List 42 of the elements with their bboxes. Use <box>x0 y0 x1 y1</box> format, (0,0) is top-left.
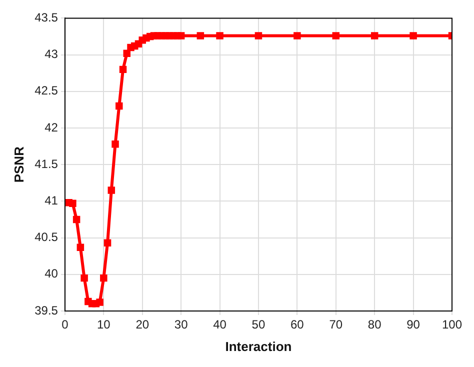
point <box>112 140 119 148</box>
x-tick-label: 20 <box>136 318 150 332</box>
point <box>96 298 104 306</box>
x-tick-label: 100 <box>442 318 462 332</box>
y-tick-label: 41.5 <box>34 156 58 171</box>
y-tick-label: 40 <box>44 266 58 281</box>
x-tick-label: 30 <box>174 318 188 332</box>
point <box>216 32 224 40</box>
point <box>69 200 76 208</box>
point <box>410 32 417 40</box>
point <box>76 244 84 251</box>
y-tick-label: 43 <box>44 47 58 62</box>
x-axis-title: Interaction <box>225 338 292 354</box>
x-tick-label: 80 <box>368 318 382 332</box>
y-tick-label: 40.5 <box>34 230 58 244</box>
point <box>116 102 123 110</box>
point <box>104 239 112 247</box>
point <box>177 32 185 40</box>
point <box>254 32 262 40</box>
x-tick-label: 90 <box>406 318 420 332</box>
point <box>294 32 301 40</box>
point <box>332 32 340 40</box>
x-tick-label: 50 <box>252 318 266 332</box>
x-tick-label: 40 <box>213 318 227 332</box>
y-tick-label: 41 <box>44 194 58 208</box>
x-tick-label: 70 <box>329 318 343 332</box>
point <box>100 274 108 282</box>
point <box>196 32 204 40</box>
y-tick-label: 42.5 <box>34 84 58 98</box>
point <box>370 32 378 40</box>
y-tick-label: 39.5 <box>34 303 58 318</box>
point <box>119 66 127 74</box>
y-axis-title: PSNR <box>11 146 26 183</box>
point <box>80 274 88 282</box>
x-tick-label: 60 <box>290 318 304 332</box>
y-tick-label: 42 <box>44 120 58 134</box>
point <box>123 50 131 57</box>
x-tick-label: 0 <box>62 318 69 332</box>
point <box>108 186 116 194</box>
x-tick-label: 10 <box>96 318 111 332</box>
point <box>72 216 80 224</box>
y-tick-label: 43.5 <box>34 10 58 25</box>
